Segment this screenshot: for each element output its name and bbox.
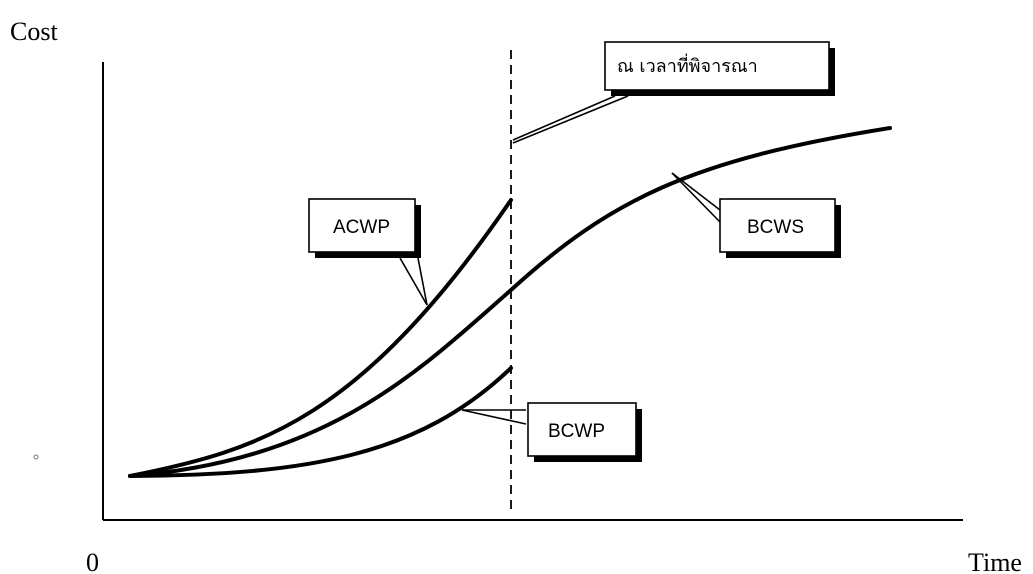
legend-item-bcws: BCWS <box>671 172 841 258</box>
legend-item-acwp: ACWP <box>308 198 428 306</box>
legend-item-bcwp: BCWP <box>461 402 642 462</box>
legend-label-bcws: BCWS <box>747 217 804 238</box>
series-line-bcws <box>128 126 892 478</box>
legend-label-bcwp: BCWP <box>548 421 605 442</box>
series-line-acwp <box>128 198 513 478</box>
origin-label: 0 <box>86 548 99 574</box>
x-axis-label: Time <box>968 548 1022 574</box>
status-date-leader <box>512 95 616 141</box>
series-line-bcwp <box>128 366 513 478</box>
legend-label-acwp: ACWP <box>333 217 390 238</box>
status-date-label: ณ เวลาที่พิจารณา <box>617 53 758 77</box>
y-axis-label: Cost <box>10 17 58 46</box>
stray-dot <box>33 454 39 460</box>
status-date-callout: ณ เวลาที่พิจารณา <box>512 41 835 144</box>
